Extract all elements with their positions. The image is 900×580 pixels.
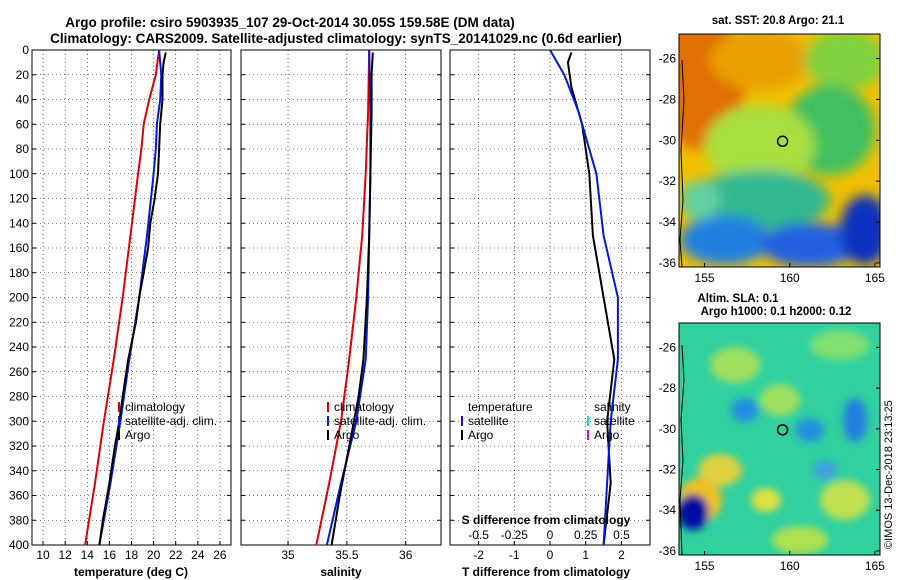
s-tick-label: 0.25 <box>574 528 598 542</box>
map-y-tick-label: -30 <box>659 133 677 147</box>
x-tick-label: 26 <box>213 548 227 562</box>
legend-salinity-title: salinity <box>594 400 631 414</box>
y-tick-label: 20 <box>16 68 30 82</box>
x-tick-label: -1 <box>509 548 520 562</box>
chart-title-line1: Argo profile: csiro 5903935_107 29-Oct-2… <box>65 15 514 30</box>
imos-stamp: ©IMOS 13-Dec-2018 23:13:25 <box>883 400 895 549</box>
x-tick-label: 18 <box>125 548 139 562</box>
map-y-tick-label: -34 <box>659 215 677 229</box>
y-tick-label: 400 <box>9 538 29 552</box>
sla-map: 155 160 165 -26 -28 -30 -32 -34 -36 <box>659 322 885 573</box>
y-tick-label: 340 <box>9 464 29 478</box>
map-y-tick-label: -28 <box>659 92 677 106</box>
salinity-panel: 35 35.5 36 salinity climatology satellite-… <box>240 49 442 579</box>
legend-temperature-title: temperature <box>468 400 533 414</box>
map-y-tick-label: -34 <box>659 503 677 517</box>
map-y-tick-label: -36 <box>659 544 677 558</box>
map-x-tick-label: 165 <box>865 271 885 285</box>
x-tick-label: 2 <box>618 548 625 562</box>
map-y-tick-label: -28 <box>659 381 677 395</box>
legend-t-satellite: satellite <box>468 414 509 428</box>
x-tick-label: 20 <box>147 548 161 562</box>
profile-marker-sst <box>776 135 789 148</box>
x-tick-label: 1 <box>582 548 589 562</box>
x-tick-label: 22 <box>169 548 183 562</box>
salinity-x-label: salinity <box>320 565 362 579</box>
s-diff-x-label: S difference from climatology <box>462 513 631 527</box>
x-tick-label: 16 <box>103 548 117 562</box>
map-y-tick-label: -32 <box>659 463 677 477</box>
profile-marker-sla <box>776 424 789 436</box>
series-line-t_sat <box>549 50 619 545</box>
legend-s-argo: Argo <box>594 428 620 442</box>
y-tick-label: 380 <box>9 513 29 527</box>
y-tick-label: 120 <box>9 192 29 206</box>
series-line-climatology <box>84 50 161 545</box>
y-tick-label: 140 <box>9 216 29 230</box>
legend-argo: Argo <box>125 428 151 442</box>
series-line-climatology <box>315 50 371 545</box>
x-tick-label: 24 <box>191 548 205 562</box>
x-tick-label: 35.5 <box>335 548 359 562</box>
legend-s-satellite: satellite <box>594 414 635 428</box>
y-tick-label: 220 <box>9 315 29 329</box>
difference-panel: -2 -1 0 1 2 T difference from climatology S … <box>449 49 651 579</box>
chart-title-line2: Climatology: CARS2009. Satellite-adjuste… <box>50 31 622 46</box>
sla-map-title-1: Altim. SLA: 0.1 <box>697 293 779 305</box>
map-x-tick-label: 160 <box>780 559 800 573</box>
legend-climatology-s: climatology <box>334 400 394 414</box>
map-y-tick-label: -26 <box>659 52 677 66</box>
legend-argo-s: Argo <box>334 428 360 442</box>
series-line-t_diff <box>566 52 616 545</box>
map-y-tick-label: -36 <box>659 256 677 270</box>
y-tick-label: 100 <box>9 167 29 181</box>
map-x-tick-label: 155 <box>695 559 715 573</box>
sst-map-title: sat. SST: 20.8 Argo: 21.1 <box>712 15 845 27</box>
series-line-argo <box>98 52 167 545</box>
y-tick-label: 360 <box>9 489 29 503</box>
y-tick-label: 180 <box>9 266 29 280</box>
map-y-tick-label: -26 <box>659 340 677 354</box>
y-tick-label: 0 <box>22 43 29 57</box>
map-x-tick-label: 160 <box>780 271 800 285</box>
temperature-x-label: temperature (deg C) <box>74 565 188 579</box>
sst-map: 155 160 165 -26 -28 -30 -32 -34 -36 <box>659 33 885 285</box>
legend-climatology: climatology <box>125 400 185 414</box>
y-tick-label: 200 <box>9 291 29 305</box>
y-tick-label: 240 <box>9 340 29 354</box>
x-tick-label: 10 <box>36 548 50 562</box>
s-tick-label: 0.5 <box>613 528 630 542</box>
s-tick-label: -0.25 <box>501 528 529 542</box>
sla-map-title-2: Argo h1000: 0.1 h2000: 0.12 <box>701 306 852 318</box>
y-tick-label: 80 <box>16 142 30 156</box>
x-tick-label: 14 <box>81 548 95 562</box>
x-tick-label: 35 <box>281 548 295 562</box>
x-tick-label: 12 <box>58 548 72 562</box>
legend-t-argo: Argo <box>468 428 494 442</box>
map-x-tick-label: 155 <box>695 271 715 285</box>
y-tick-label: 160 <box>9 241 29 255</box>
y-tick-label: 320 <box>9 439 29 453</box>
y-tick-label: 300 <box>9 414 29 428</box>
x-tick-label: 36 <box>399 548 413 562</box>
temperature-panel: 0 20 40 60 80 100 120 140 160 180 200 220 240 260 280 3… <box>9 43 232 579</box>
map-x-tick-label: 165 <box>865 559 885 573</box>
s-tick-label: 0 <box>547 528 554 542</box>
map-y-tick-label: -32 <box>659 174 677 188</box>
y-tick-label: 40 <box>16 93 30 107</box>
legend-satellite: satellite-adj. clim. <box>125 414 217 428</box>
s-tick-label: -0.5 <box>468 528 489 542</box>
y-tick-label: 280 <box>9 390 29 404</box>
legend-satellite-s: satellite-adj. clim. <box>334 414 426 428</box>
y-tick-label: 260 <box>9 365 29 379</box>
map-y-tick-label: -30 <box>659 422 677 436</box>
x-tick-label: -2 <box>473 548 484 562</box>
y-tick-label: 60 <box>16 117 30 131</box>
t-diff-x-label: T difference from climatology <box>462 565 630 579</box>
x-tick-label: 0 <box>547 548 554 562</box>
series-line-argo <box>330 52 374 545</box>
